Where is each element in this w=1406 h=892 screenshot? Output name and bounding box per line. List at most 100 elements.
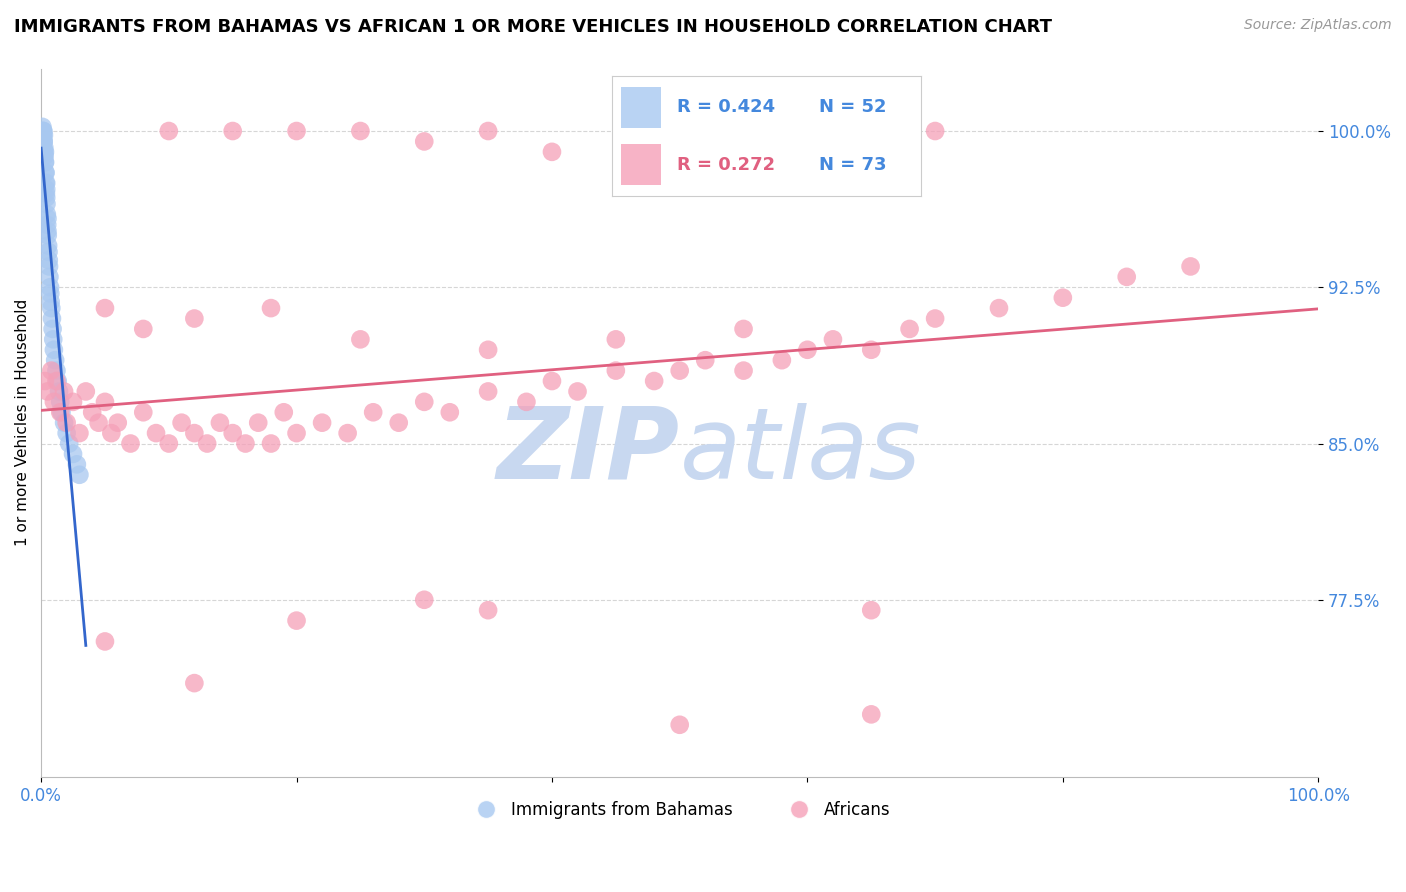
Point — [53, 416, 76, 430]
Point — [34, 176, 56, 190]
Text: IMMIGRANTS FROM BAHAMAS VS AFRICAN 1 OR MORE VEHICLES IN HOUSEHOLD CORRELATION C: IMMIGRANTS FROM BAHAMAS VS AFRICAN 1 OR … — [14, 18, 1052, 36]
Point — [643, 374, 665, 388]
Point — [311, 416, 333, 430]
Point — [35, 197, 58, 211]
Point — [349, 332, 371, 346]
Point — [35, 207, 58, 221]
Point — [62, 447, 84, 461]
Point — [35, 186, 58, 201]
Point — [41, 311, 63, 326]
Point — [39, 286, 62, 301]
Point — [37, 218, 59, 232]
Bar — [621, 145, 661, 186]
Point — [42, 332, 65, 346]
Point — [541, 374, 564, 388]
Point — [38, 244, 60, 259]
Point — [132, 322, 155, 336]
Point — [183, 311, 205, 326]
Point — [32, 124, 55, 138]
Point — [860, 603, 883, 617]
Point — [34, 374, 56, 388]
Point — [260, 436, 283, 450]
Point — [51, 405, 73, 419]
Point — [31, 120, 53, 134]
Point — [988, 301, 1011, 315]
Point — [733, 363, 755, 377]
Point — [37, 228, 59, 243]
Point — [44, 353, 66, 368]
Point — [66, 458, 89, 472]
Point — [45, 374, 67, 388]
Text: atlas: atlas — [679, 402, 921, 500]
Point — [34, 166, 56, 180]
Point — [75, 384, 97, 399]
Point — [132, 405, 155, 419]
Y-axis label: 1 or more Vehicles in Household: 1 or more Vehicles in Household — [15, 299, 30, 546]
Point — [924, 311, 946, 326]
Point — [221, 426, 243, 441]
Point — [41, 301, 63, 315]
Point — [221, 124, 243, 138]
Point — [94, 634, 117, 648]
Point — [42, 395, 65, 409]
Point — [477, 603, 499, 617]
Point — [273, 405, 295, 419]
Point — [32, 128, 55, 143]
Text: R = 0.424: R = 0.424 — [676, 98, 775, 116]
Text: ZIP: ZIP — [496, 402, 679, 500]
Point — [285, 426, 308, 441]
Point — [32, 135, 55, 149]
Point — [45, 363, 67, 377]
Bar — [621, 87, 661, 128]
Point — [35, 176, 58, 190]
Point — [336, 426, 359, 441]
Point — [41, 322, 63, 336]
Point — [58, 436, 80, 450]
Point — [183, 426, 205, 441]
Point — [34, 141, 56, 155]
Point — [770, 353, 793, 368]
Text: R = 0.272: R = 0.272 — [676, 156, 775, 174]
Point — [208, 416, 231, 430]
Point — [41, 363, 63, 377]
Point — [37, 224, 59, 238]
Point — [898, 322, 921, 336]
Point — [733, 322, 755, 336]
Point — [35, 191, 58, 205]
Point — [541, 145, 564, 159]
Point — [39, 294, 62, 309]
Point — [349, 124, 371, 138]
Point — [183, 676, 205, 690]
Point — [94, 301, 117, 315]
Point — [1115, 269, 1137, 284]
Point — [285, 124, 308, 138]
Point — [1180, 260, 1202, 274]
Point — [49, 405, 72, 419]
Point — [157, 124, 180, 138]
Point — [567, 384, 589, 399]
Point — [477, 124, 499, 138]
Point — [34, 145, 56, 159]
Point — [62, 395, 84, 409]
Point — [82, 405, 104, 419]
Point — [477, 343, 499, 357]
Point — [48, 384, 70, 399]
Point — [924, 124, 946, 138]
Point — [34, 145, 56, 159]
Point — [32, 135, 55, 149]
Point — [38, 253, 60, 268]
Text: N = 52: N = 52 — [818, 98, 886, 116]
Point — [235, 436, 257, 450]
Point — [361, 405, 384, 419]
Point — [413, 135, 436, 149]
Text: N = 73: N = 73 — [818, 156, 886, 174]
Point — [100, 426, 122, 441]
Point — [157, 436, 180, 450]
Point — [260, 301, 283, 315]
Point — [413, 395, 436, 409]
Point — [34, 149, 56, 163]
Point — [49, 395, 72, 409]
Point — [35, 182, 58, 196]
Point — [796, 343, 818, 357]
Point — [668, 718, 690, 732]
